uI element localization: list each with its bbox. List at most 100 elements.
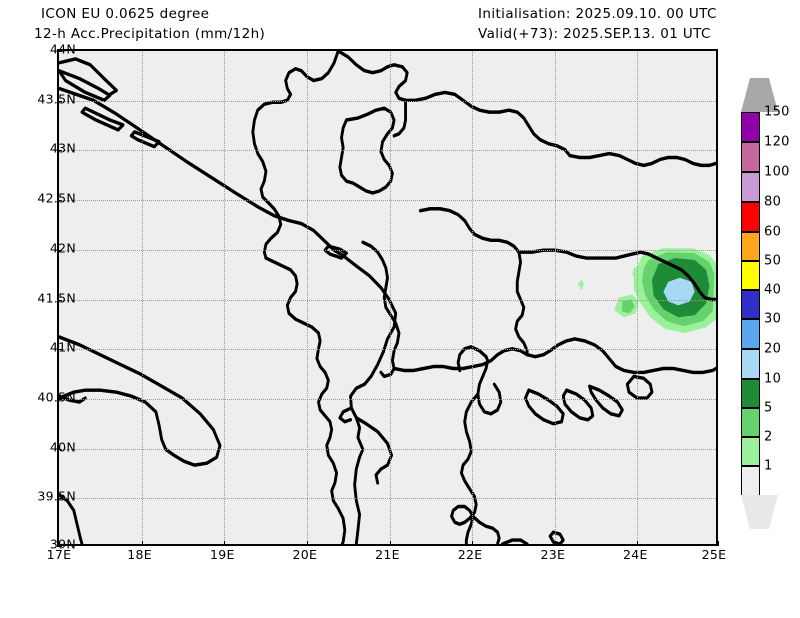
coastline-chalkidiki-1 bbox=[524, 388, 565, 426]
x-axis-tick bbox=[59, 541, 60, 546]
header-initialisation-time: Initialisation: 2025.09.10. 00 UTC bbox=[478, 6, 717, 22]
coastline-italy-heel bbox=[59, 335, 222, 467]
border-bosnia-north bbox=[336, 51, 409, 103]
border-kosovo bbox=[338, 106, 396, 195]
colorbar-tick-label-50: 50 bbox=[764, 253, 782, 269]
x-axis-label: 24E bbox=[623, 547, 648, 562]
coastline-greece-south bbox=[450, 392, 480, 544]
x-axis-tick bbox=[637, 541, 639, 546]
precipitation-field bbox=[578, 248, 716, 333]
gridline-horizontal bbox=[59, 398, 716, 400]
colorbar-tick-label-2: 2 bbox=[764, 429, 773, 445]
y-axis-tick bbox=[57, 249, 62, 251]
colorbar-segment-150 bbox=[741, 112, 760, 142]
map-outlines bbox=[59, 51, 716, 544]
border-macedonia-greece bbox=[392, 337, 577, 373]
island-thasos bbox=[625, 374, 654, 400]
gridline-vertical bbox=[306, 51, 308, 544]
x-axis-tick bbox=[718, 541, 719, 546]
gridline-vertical bbox=[224, 51, 226, 544]
colorbar-segment-10 bbox=[741, 379, 760, 408]
colorbar-segment-1 bbox=[741, 466, 760, 495]
y-axis-label: 43N bbox=[49, 140, 76, 156]
border-montenegro bbox=[264, 256, 347, 544]
colorbar[interactable] bbox=[741, 112, 760, 495]
coastline-adriatic-continued bbox=[340, 253, 398, 354]
colorbar-segment-100 bbox=[741, 172, 760, 202]
coastline-peninsula-north bbox=[59, 57, 118, 98]
x-axis-label: 18E bbox=[127, 547, 152, 562]
gridline-vertical bbox=[554, 51, 556, 544]
gridline-vertical bbox=[141, 51, 143, 544]
colorbar-segment-2 bbox=[741, 437, 760, 466]
y-axis-tick bbox=[57, 546, 62, 547]
coastline-albania-greece bbox=[349, 350, 385, 544]
gridline-horizontal bbox=[59, 498, 716, 500]
coastline-adriatic-islands-1 bbox=[59, 68, 112, 103]
coastline-adriatic-east bbox=[59, 86, 344, 257]
gridline-horizontal bbox=[59, 100, 716, 102]
gridline-horizontal bbox=[59, 249, 716, 251]
coastline-thermaic-gulf bbox=[476, 354, 503, 416]
y-axis-label: 42N bbox=[49, 240, 76, 256]
border-north-kosovo-serbia bbox=[392, 98, 408, 138]
colorbar-tick-label-100: 100 bbox=[764, 164, 790, 180]
colorbar-extend-max-arrow bbox=[741, 78, 778, 112]
coastline-aegean-bottom bbox=[501, 538, 529, 544]
coastline-italy-gulf bbox=[59, 394, 87, 404]
colorbar-tick-label-10: 10 bbox=[764, 371, 782, 387]
colorbar-extend-min-arrow bbox=[741, 495, 778, 529]
gridline-horizontal bbox=[59, 448, 716, 450]
colorbar-tick-label-60: 60 bbox=[764, 224, 782, 240]
y-axis-tick bbox=[57, 200, 62, 202]
y-axis-label: 39N bbox=[49, 536, 76, 552]
coastline-chalkidiki-3 bbox=[588, 384, 624, 418]
colorbar-segment-50 bbox=[741, 261, 760, 290]
x-axis-label: 20E bbox=[292, 547, 318, 562]
colorbar-segment-40 bbox=[741, 290, 760, 319]
x-axis-label: 19E bbox=[209, 547, 235, 562]
header-valid-time: Valid(+73): 2025.SEP.13. 01 UTC bbox=[478, 26, 711, 42]
x-axis-label: 22E bbox=[457, 547, 483, 562]
x-axis-label: 17E bbox=[46, 547, 72, 562]
y-axis-label: 44N bbox=[49, 41, 76, 57]
border-bosnia-croatia bbox=[251, 51, 340, 260]
coastline-greece-peninsula-tip bbox=[471, 514, 501, 544]
coastline-greece-bay bbox=[354, 416, 394, 485]
x-axis-tick bbox=[306, 541, 308, 546]
header-model-name: ICON EU 0.0625 degree bbox=[41, 6, 210, 22]
coastline-island-south bbox=[129, 130, 161, 149]
y-axis-label: 40.5N bbox=[37, 389, 76, 405]
coastline-chalkidiki-2 bbox=[561, 388, 595, 422]
coastline-greece-mainland-s bbox=[456, 345, 488, 373]
colorbar-tick-label-40: 40 bbox=[764, 282, 782, 298]
y-axis-tick bbox=[57, 299, 62, 301]
y-axis-tick bbox=[57, 349, 62, 351]
y-axis-tick bbox=[57, 100, 62, 102]
y-axis-tick bbox=[57, 398, 62, 400]
header-field-name: 12-h Acc.Precipitation (mm/12h) bbox=[34, 26, 266, 42]
gridline-vertical bbox=[472, 51, 474, 544]
y-axis-label: 41.5N bbox=[37, 290, 76, 305]
precip-cell-trace-v bbox=[580, 280, 583, 290]
colorbar-tick-label-5: 5 bbox=[764, 400, 773, 416]
y-axis-label: 43.5N bbox=[37, 91, 76, 107]
gridline-horizontal bbox=[59, 200, 716, 202]
border-macedonia-east bbox=[514, 250, 529, 357]
border-upper-segment bbox=[568, 151, 716, 168]
colorbar-tick-label-1: 1 bbox=[764, 458, 773, 474]
y-axis-label: 42.5N bbox=[37, 190, 76, 206]
gridline-vertical bbox=[637, 51, 639, 544]
border-serbia-bosnia bbox=[404, 90, 572, 158]
precip-band-10-20-core bbox=[663, 277, 695, 306]
coastline-west-greece-inlet bbox=[338, 406, 353, 424]
x-axis-label: 21E bbox=[375, 547, 400, 562]
x-axis-label: 23E bbox=[540, 547, 566, 562]
y-axis-tick bbox=[57, 150, 62, 152]
gridline-vertical bbox=[389, 51, 391, 544]
colorbar-tick-label-120: 120 bbox=[764, 134, 790, 150]
island-small-aegean bbox=[548, 530, 565, 544]
x-axis-tick bbox=[554, 541, 556, 546]
gridline-horizontal bbox=[59, 299, 716, 301]
y-axis-label: 39.5N bbox=[37, 488, 76, 504]
